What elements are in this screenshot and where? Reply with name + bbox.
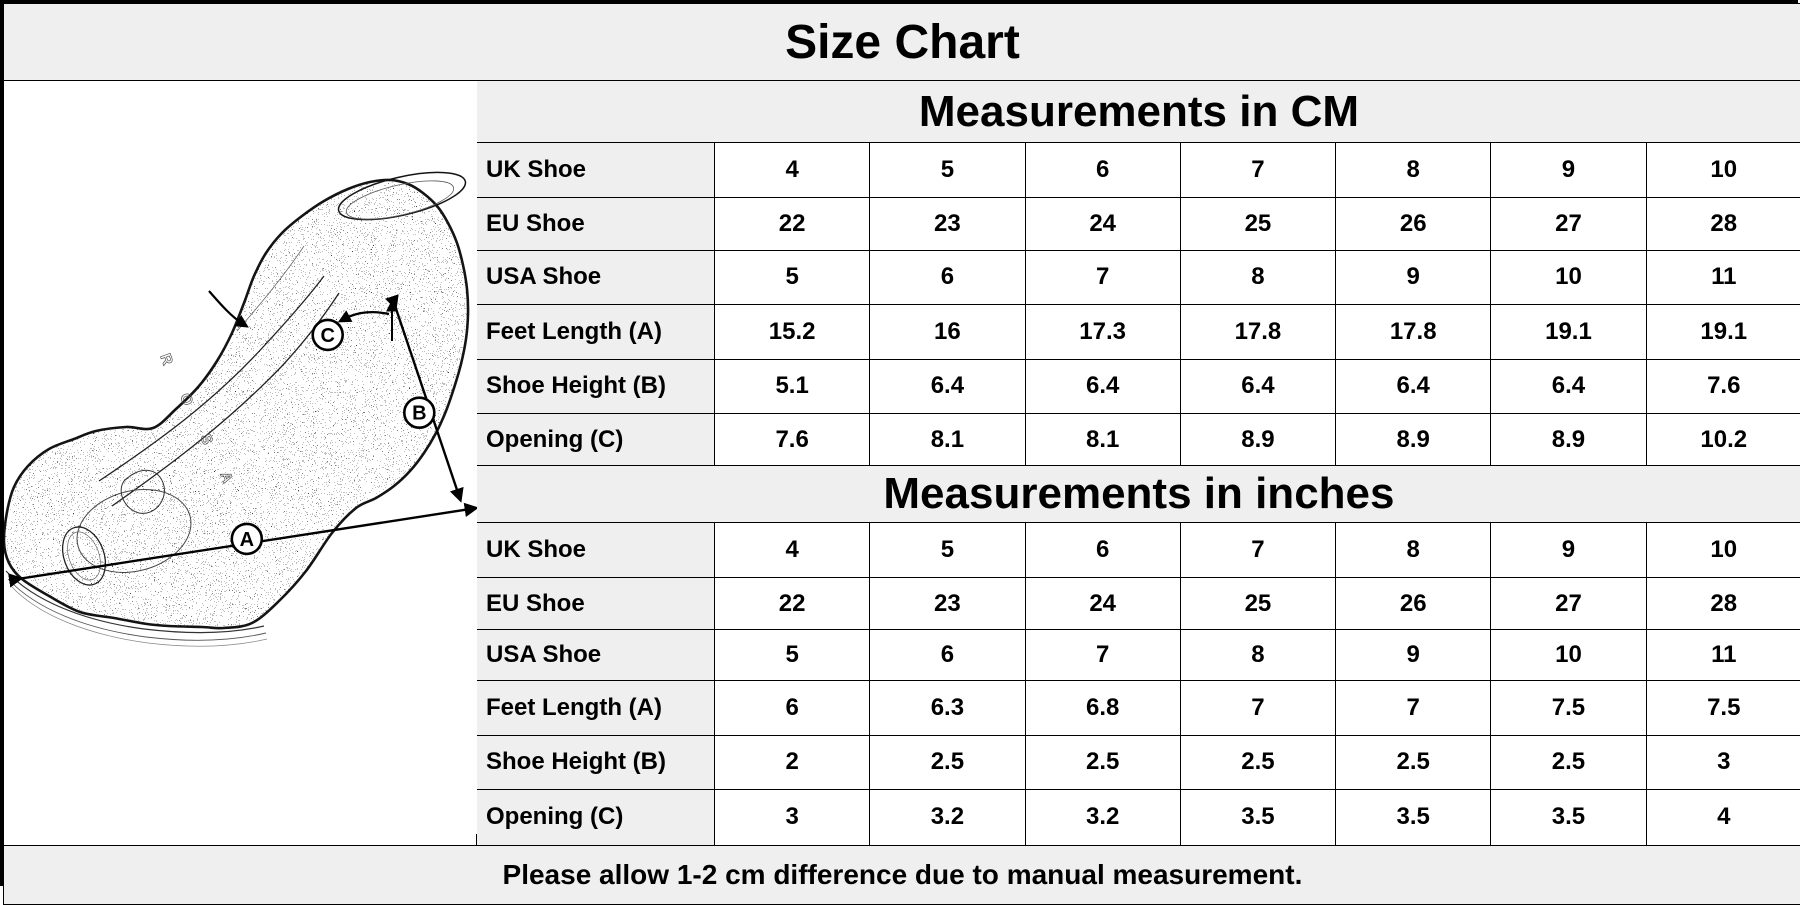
svg-text:A: A [240, 529, 254, 551]
svg-text:C: C [320, 325, 334, 347]
svg-text:B: B [412, 403, 426, 425]
